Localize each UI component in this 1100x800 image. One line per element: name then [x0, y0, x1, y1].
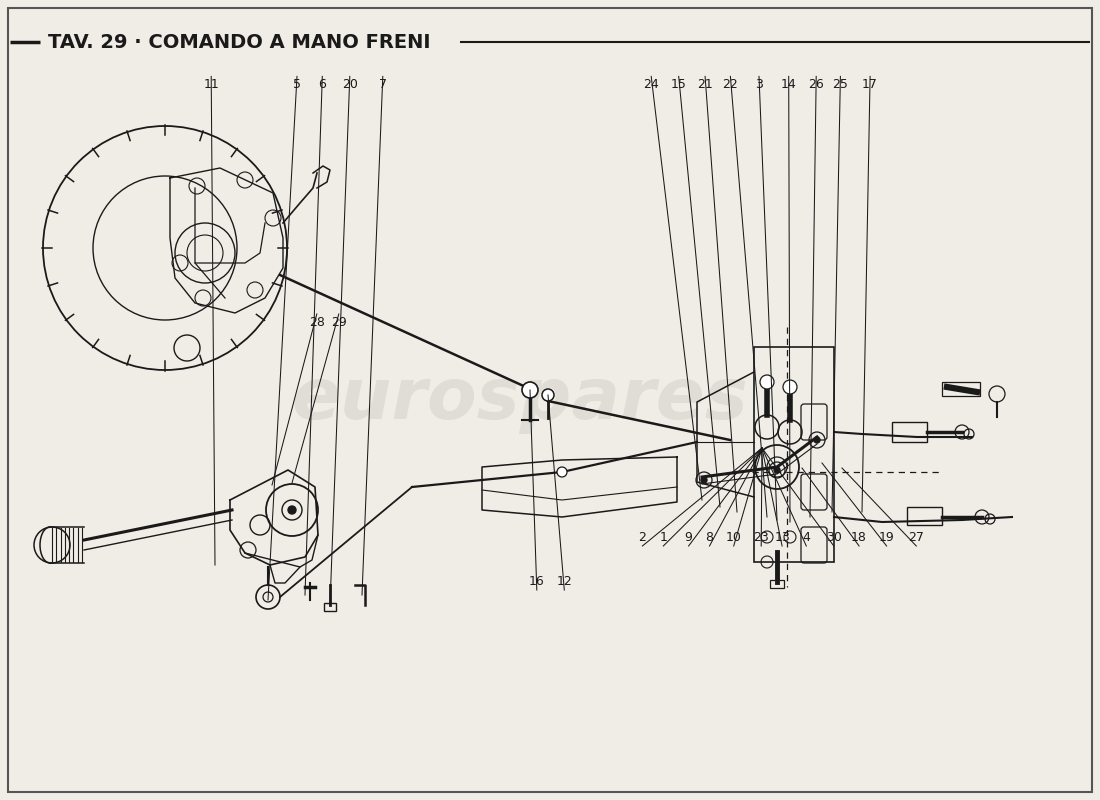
Circle shape: [542, 389, 554, 401]
Text: 7: 7: [378, 78, 387, 91]
Text: 21: 21: [697, 78, 713, 91]
Text: 8: 8: [705, 531, 714, 544]
Text: 29: 29: [331, 316, 346, 329]
Text: 16: 16: [529, 575, 544, 588]
Text: 15: 15: [671, 78, 686, 91]
Text: 28: 28: [309, 316, 324, 329]
Text: 3: 3: [755, 78, 763, 91]
Bar: [942, 382, 980, 396]
Text: 14: 14: [781, 78, 796, 91]
Text: 17: 17: [862, 78, 878, 91]
Text: eurospares: eurospares: [292, 366, 748, 434]
Text: 2: 2: [638, 531, 647, 544]
Text: 5: 5: [293, 78, 301, 91]
Circle shape: [783, 380, 798, 394]
Bar: [324, 603, 336, 611]
Text: 6: 6: [318, 78, 327, 91]
Text: 12: 12: [557, 575, 572, 588]
Text: 24: 24: [644, 78, 659, 91]
Text: 13: 13: [774, 531, 790, 544]
Circle shape: [760, 375, 774, 389]
Circle shape: [814, 437, 820, 443]
Text: 26: 26: [808, 78, 824, 91]
Text: 1: 1: [659, 531, 668, 544]
Text: 11: 11: [204, 78, 219, 91]
Text: TAV. 29 · COMANDO A MANO FRENI: TAV. 29 · COMANDO A MANO FRENI: [48, 34, 430, 53]
Circle shape: [701, 477, 707, 483]
Circle shape: [288, 506, 296, 514]
Text: 23: 23: [754, 531, 769, 544]
Text: 9: 9: [684, 531, 693, 544]
Bar: [770, 580, 784, 588]
Text: 22: 22: [723, 78, 738, 91]
Text: 25: 25: [833, 78, 848, 91]
Bar: [50, 527, 85, 563]
Text: 10: 10: [726, 531, 741, 544]
Circle shape: [774, 467, 780, 473]
Text: 30: 30: [826, 531, 842, 544]
Bar: [754, 347, 834, 562]
Text: 27: 27: [909, 531, 924, 544]
Circle shape: [557, 467, 566, 477]
Bar: [908, 507, 942, 525]
Text: 20: 20: [342, 78, 358, 91]
Bar: [892, 422, 927, 442]
Text: 4: 4: [802, 531, 811, 544]
Text: 18: 18: [851, 531, 867, 544]
Circle shape: [522, 382, 538, 398]
Text: 19: 19: [879, 531, 894, 544]
